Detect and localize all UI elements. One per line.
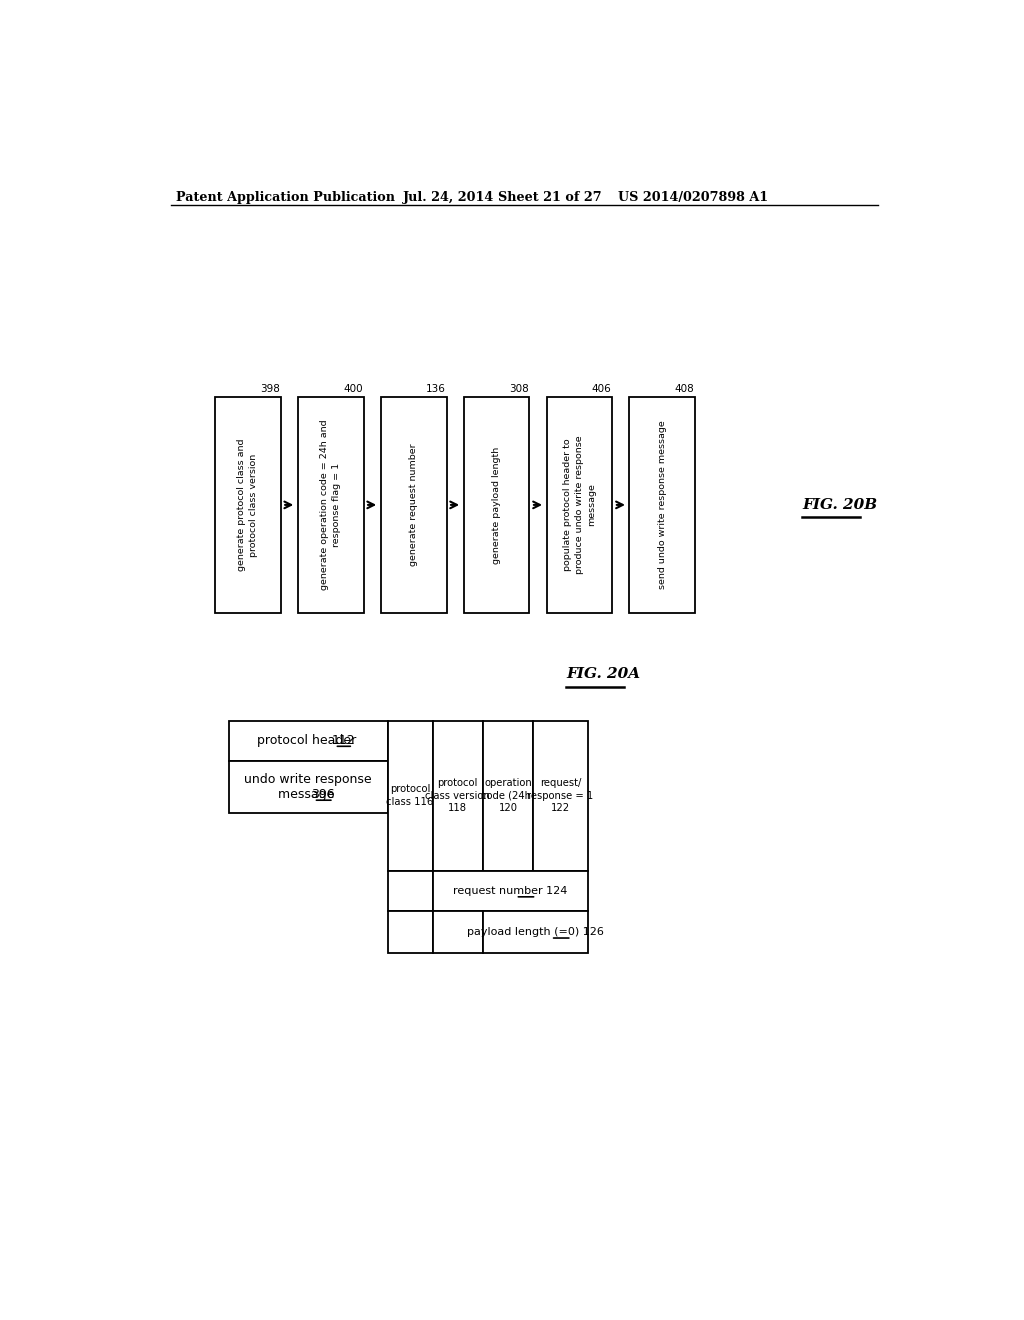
Text: 406: 406 (592, 384, 611, 395)
Text: payload length (=0) 126: payload length (=0) 126 (467, 927, 604, 937)
Bar (388, 911, 432, 953)
Bar (464, 397, 529, 612)
Text: operation
code (24h)
120: operation code (24h) 120 (481, 779, 536, 813)
Text: 136: 136 (426, 384, 445, 395)
Text: generate request number: generate request number (409, 444, 418, 566)
Bar (432, 871, 588, 911)
Text: undo write response
message: undo write response message (245, 772, 372, 801)
Text: 396: 396 (311, 788, 335, 801)
Text: generate protocol class and
protocol class version: generate protocol class and protocol cla… (238, 438, 258, 572)
Text: 112: 112 (331, 734, 355, 747)
Text: Jul. 24, 2014: Jul. 24, 2014 (403, 191, 495, 203)
Text: protocol
class version
118: protocol class version 118 (425, 779, 490, 813)
Bar (534, 721, 588, 871)
Text: Sheet 21 of 27: Sheet 21 of 27 (498, 191, 601, 203)
Text: protocol header: protocol header (257, 734, 359, 747)
Bar (630, 397, 695, 612)
Text: populate protocol header to
produce undo write response
message: populate protocol header to produce undo… (563, 436, 596, 574)
Text: generate payload length: generate payload length (492, 446, 501, 564)
Text: protocol
class 116: protocol class 116 (386, 784, 434, 807)
Text: 308: 308 (509, 384, 528, 395)
Text: request number 124: request number 124 (453, 886, 567, 896)
Text: FIG. 20A: FIG. 20A (566, 668, 640, 681)
Bar (547, 397, 612, 612)
Text: FIG. 20B: FIG. 20B (802, 498, 878, 512)
Bar (215, 397, 281, 612)
Bar (388, 871, 432, 911)
Bar (432, 911, 483, 953)
Text: 398: 398 (260, 384, 280, 395)
Bar (298, 397, 364, 612)
Text: 408: 408 (675, 384, 694, 395)
Bar (228, 721, 388, 760)
Bar (388, 721, 432, 871)
Bar (228, 760, 388, 813)
Text: send undo write response message: send undo write response message (657, 421, 667, 589)
Text: generate operation code = 24h and
response flag = 1: generate operation code = 24h and respon… (321, 420, 341, 590)
Bar (483, 721, 534, 871)
Bar (432, 721, 483, 871)
Text: 400: 400 (343, 384, 362, 395)
Text: US 2014/0207898 A1: US 2014/0207898 A1 (617, 191, 768, 203)
Text: Patent Application Publication: Patent Application Publication (176, 191, 395, 203)
Bar (483, 911, 588, 953)
Text: request/
response = 1
122: request/ response = 1 122 (527, 779, 594, 813)
Bar (381, 397, 446, 612)
